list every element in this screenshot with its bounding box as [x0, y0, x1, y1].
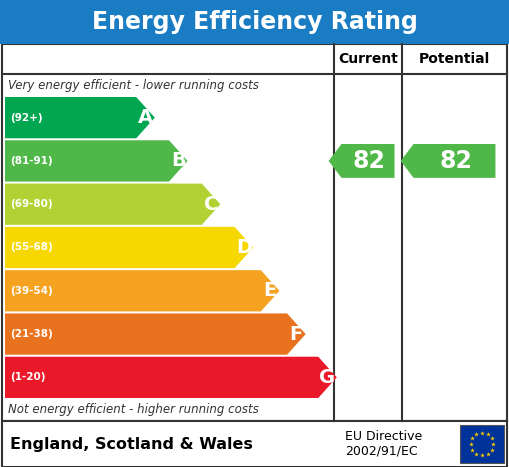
Text: Current: Current: [338, 52, 398, 66]
Text: C: C: [204, 195, 218, 214]
Text: A: A: [138, 108, 153, 127]
Text: Potential: Potential: [419, 52, 490, 66]
Bar: [2, 44, 507, 421]
Text: E: E: [264, 281, 277, 300]
Polygon shape: [5, 184, 220, 225]
Polygon shape: [5, 270, 279, 311]
Text: (21-38): (21-38): [10, 329, 53, 339]
Text: 2002/91/EC: 2002/91/EC: [345, 445, 417, 458]
Polygon shape: [5, 97, 155, 138]
Text: Energy Efficiency Rating: Energy Efficiency Rating: [92, 10, 417, 34]
Polygon shape: [5, 357, 337, 398]
Text: B: B: [171, 151, 186, 170]
Text: England, Scotland & Wales: England, Scotland & Wales: [10, 437, 253, 452]
Text: (55-68): (55-68): [10, 242, 53, 253]
Text: F: F: [290, 325, 303, 344]
Polygon shape: [5, 227, 253, 268]
Text: 82: 82: [353, 149, 386, 173]
Text: (1-20): (1-20): [10, 372, 45, 382]
Text: (69-80): (69-80): [10, 199, 52, 209]
Text: Very energy efficient - lower running costs: Very energy efficient - lower running co…: [8, 78, 259, 92]
Text: (92+): (92+): [10, 113, 43, 123]
Polygon shape: [5, 140, 188, 182]
Text: Not energy efficient - higher running costs: Not energy efficient - higher running co…: [8, 403, 259, 417]
Bar: [460, 425, 504, 463]
Text: G: G: [320, 368, 335, 387]
Text: (39-54): (39-54): [10, 286, 53, 296]
Polygon shape: [329, 144, 394, 178]
Text: D: D: [236, 238, 252, 257]
Polygon shape: [5, 313, 306, 355]
Bar: [2, 421, 507, 467]
Text: EU Directive: EU Directive: [345, 431, 422, 444]
Text: (81-91): (81-91): [10, 156, 52, 166]
Text: 82: 82: [439, 149, 472, 173]
Polygon shape: [401, 144, 495, 178]
Bar: [0, 0, 509, 44]
